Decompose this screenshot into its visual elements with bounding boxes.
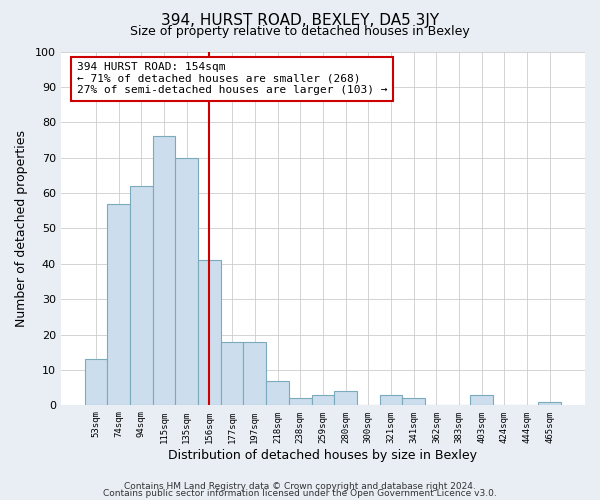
Bar: [334, 392, 357, 406]
Bar: [403, 398, 425, 406]
Bar: [85, 360, 107, 406]
Bar: [130, 186, 153, 406]
Text: Contains HM Land Registry data © Crown copyright and database right 2024.: Contains HM Land Registry data © Crown c…: [124, 482, 476, 491]
Text: Size of property relative to detached houses in Bexley: Size of property relative to detached ho…: [130, 25, 470, 38]
Bar: [470, 395, 493, 406]
Text: Contains public sector information licensed under the Open Government Licence v3: Contains public sector information licen…: [103, 490, 497, 498]
Bar: [244, 342, 266, 406]
Bar: [380, 395, 403, 406]
Bar: [153, 136, 175, 406]
Bar: [266, 380, 289, 406]
Bar: [538, 402, 561, 406]
Y-axis label: Number of detached properties: Number of detached properties: [15, 130, 28, 327]
Text: 394, HURST ROAD, BEXLEY, DA5 3JY: 394, HURST ROAD, BEXLEY, DA5 3JY: [161, 12, 439, 28]
X-axis label: Distribution of detached houses by size in Bexley: Distribution of detached houses by size …: [169, 450, 478, 462]
Bar: [289, 398, 311, 406]
Bar: [221, 342, 244, 406]
Bar: [311, 395, 334, 406]
Text: 394 HURST ROAD: 154sqm
← 71% of detached houses are smaller (268)
27% of semi-de: 394 HURST ROAD: 154sqm ← 71% of detached…: [77, 62, 387, 96]
Bar: [175, 158, 198, 406]
Bar: [107, 204, 130, 406]
Bar: [198, 260, 221, 406]
